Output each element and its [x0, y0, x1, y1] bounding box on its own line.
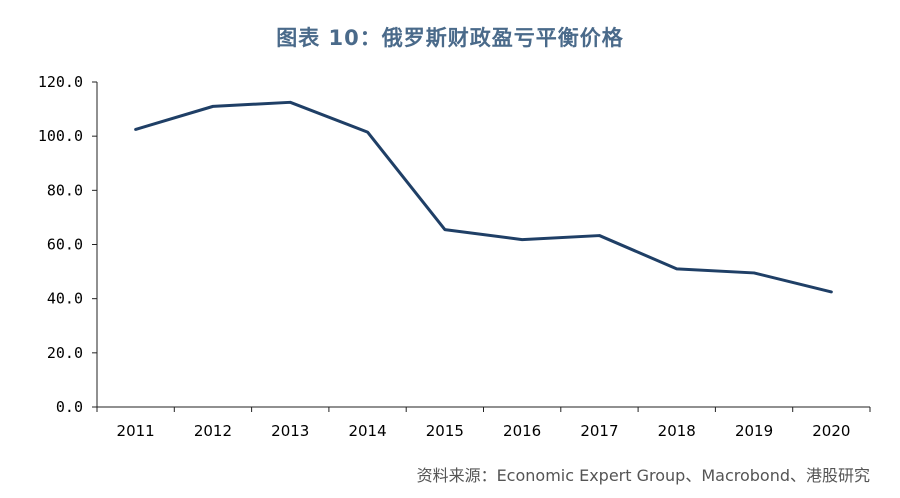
x-tick-label: 2020 [812, 422, 850, 440]
chart-series [134, 100, 833, 294]
x-tick-label: 2016 [503, 422, 541, 440]
chart-tick-labels: 0.0 20.0 40.0 60.0 80.0 100.0 120.0 2011 2012 201… [38, 73, 851, 440]
x-tick-label: 2017 [580, 422, 618, 440]
x-tick-label: 2012 [194, 422, 232, 440]
x-tick-label: 2014 [348, 422, 386, 440]
series-line [134, 100, 833, 294]
x-tick-label: 2019 [735, 422, 773, 440]
y-tick-label: 100.0 [38, 127, 83, 145]
x-tick-label: 2018 [658, 422, 696, 440]
y-tick-label: 20.0 [47, 344, 83, 362]
chart-title: 图表 10：俄罗斯财政盈亏平衡价格 [276, 26, 624, 50]
y-tick-label: 80.0 [47, 181, 83, 199]
chart-ticks [92, 81, 871, 412]
x-tick-label: 2011 [117, 422, 155, 440]
y-tick-label: 120.0 [38, 73, 83, 91]
source-note: 资料来源：Economic Expert Group、Macrobond、港股研… [416, 466, 870, 485]
y-tick-label: 60.0 [47, 236, 83, 254]
x-tick-label: 2015 [426, 422, 464, 440]
chart-axes [96, 82, 870, 408]
x-tick-label: 2013 [271, 422, 309, 440]
y-tick-label: 0.0 [56, 398, 83, 416]
y-tick-label: 40.0 [47, 290, 83, 308]
